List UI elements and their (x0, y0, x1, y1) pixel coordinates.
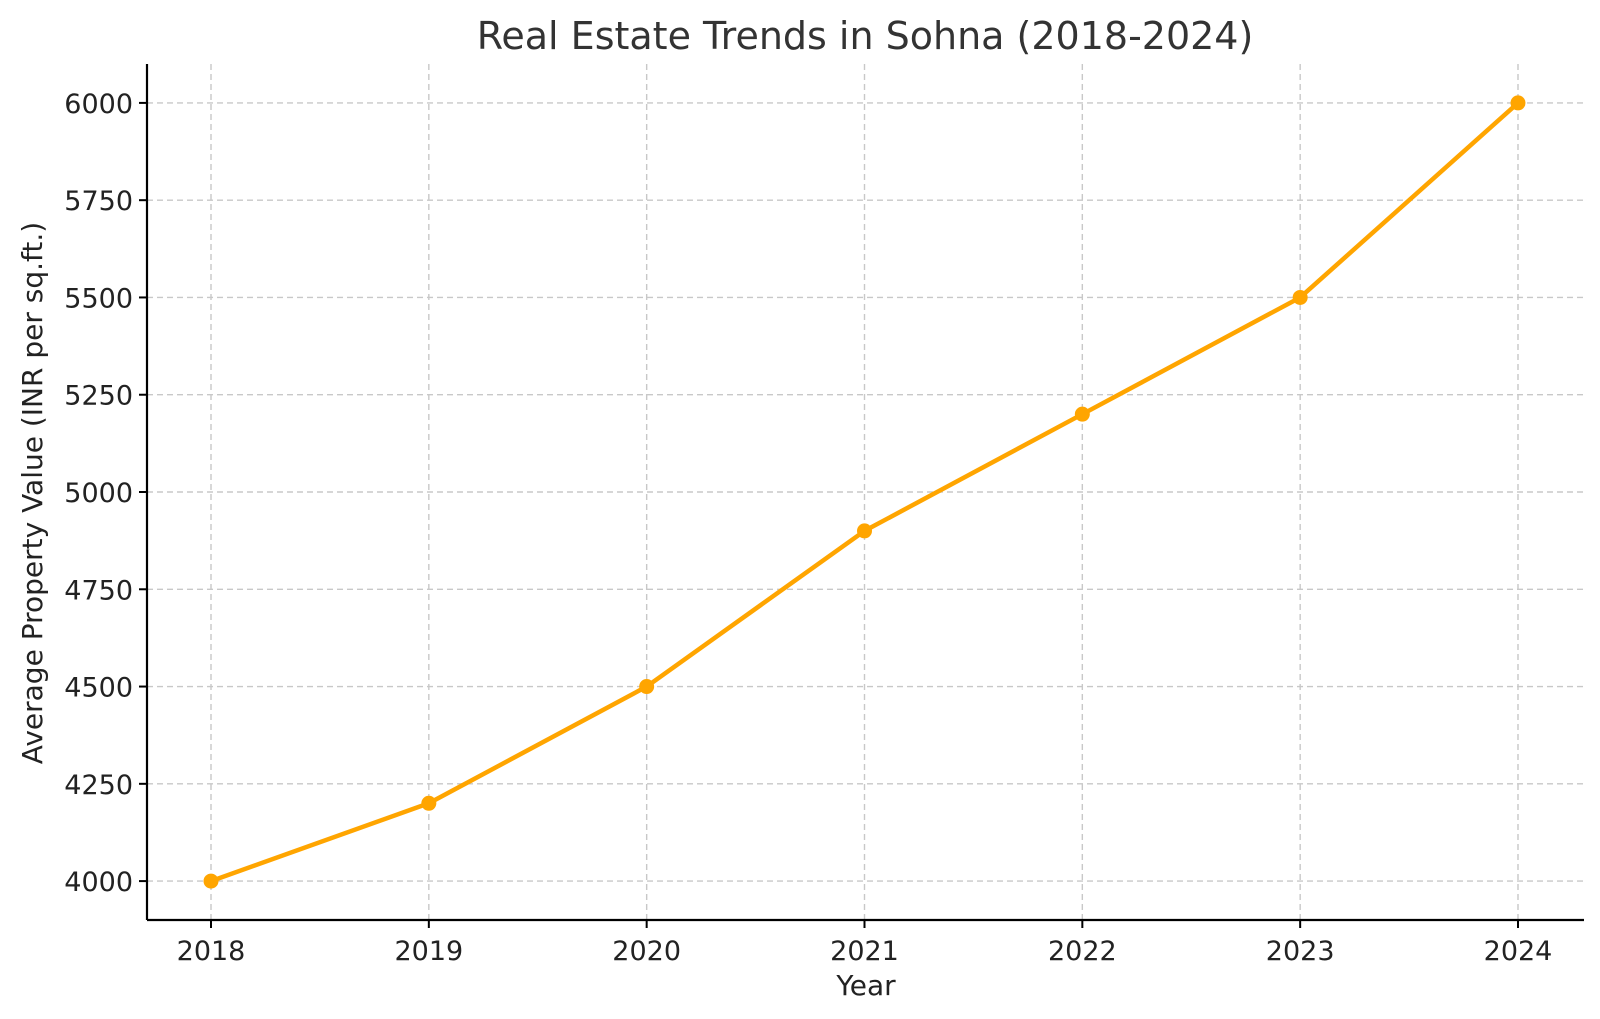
x-tick-label: 2022 (1048, 936, 1117, 967)
y-tick-label: 4250 (64, 770, 133, 801)
data-point (203, 873, 219, 889)
y-tick-label: 4000 (64, 867, 133, 898)
series-group (203, 95, 1526, 889)
x-axis-label: Year (835, 969, 896, 1002)
y-tick-label: 5750 (64, 186, 133, 217)
grid-lines (147, 64, 1584, 920)
x-tick-label: 2024 (1484, 936, 1553, 967)
y-tick-label: 5000 (64, 478, 133, 509)
x-tick-label: 2018 (177, 936, 246, 967)
y-tick-label: 4500 (64, 673, 133, 704)
x-tick-label: 2019 (394, 936, 463, 967)
tick-labels: 2018 2019 2020 2021 2022 2023 2024 4000 4250 4500… (64, 89, 1552, 967)
y-axis-label: Average Property Value (INR per sq.ft.) (16, 222, 49, 764)
x-tick-label: 2020 (612, 936, 681, 967)
data-point (1292, 289, 1308, 305)
y-tick-label: 5250 (64, 381, 133, 412)
x-tick-label: 2021 (830, 936, 899, 967)
chart-title: Real Estate Trends in Sohna (2018-2024) (477, 14, 1254, 58)
axes (139, 64, 1584, 928)
data-point (1074, 406, 1090, 422)
data-point (421, 795, 437, 811)
data-point (639, 679, 655, 695)
y-tick-label: 6000 (64, 89, 133, 120)
data-point (857, 523, 872, 539)
y-tick-label: 4750 (64, 575, 133, 606)
y-tick-label: 5500 (64, 283, 133, 314)
x-tick-label: 2023 (1266, 936, 1335, 967)
data-point (1510, 95, 1526, 111)
